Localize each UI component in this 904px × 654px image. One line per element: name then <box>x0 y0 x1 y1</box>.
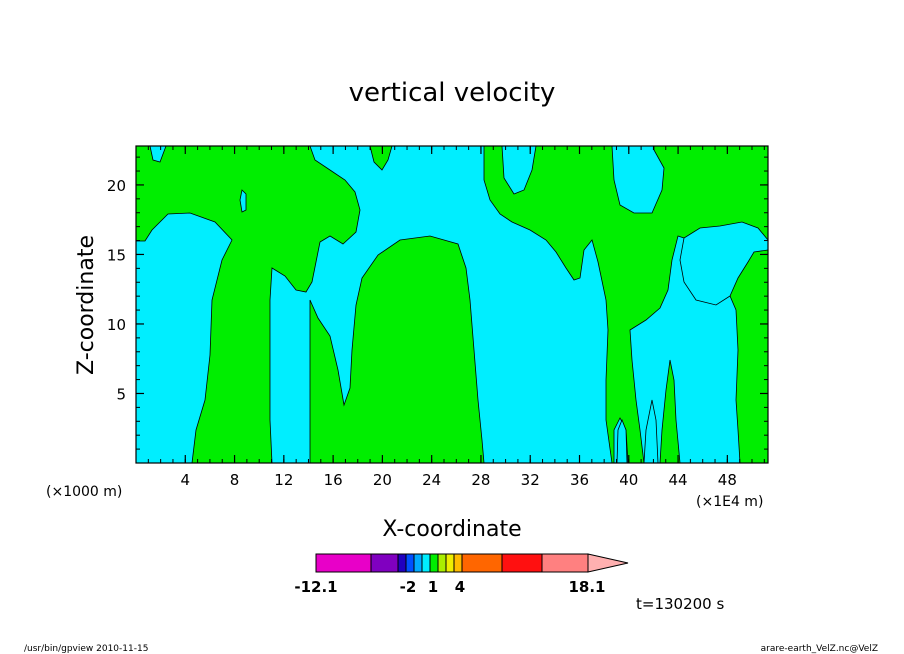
colorbar <box>315 553 629 573</box>
x-tick-label: 8 <box>230 471 240 489</box>
colorbar-label: -12.1 <box>294 578 337 596</box>
colorbar-segment <box>437 553 447 573</box>
positive-region <box>135 145 361 464</box>
negative-region <box>239 189 247 213</box>
colorbar-segment <box>413 553 423 573</box>
x-unit-right: (×1E4 m) <box>696 494 763 510</box>
colorbar-segment <box>397 553 407 573</box>
y-ticks: 5 10 15 20 <box>107 156 768 450</box>
x-tick-label: 44 <box>669 471 688 489</box>
colorbar-label: 1 <box>428 578 438 596</box>
x-tick-label: 32 <box>521 471 540 489</box>
y-axis-label: Z-coordinate <box>74 235 99 375</box>
y-tick-label: 5 <box>116 385 126 403</box>
positive-regions <box>135 145 769 464</box>
x-tick-label: 40 <box>619 471 638 489</box>
x-tick-label: 48 <box>718 471 737 489</box>
x-axis-label: X-coordinate <box>382 517 521 542</box>
x-tick-label: 16 <box>324 471 343 489</box>
y-tick-label: 15 <box>107 246 126 264</box>
positive-region <box>309 235 485 464</box>
positive-region <box>483 145 769 464</box>
colorbar-segment <box>445 553 455 573</box>
colorbar-segment <box>429 553 439 573</box>
colorbar-label: 4 <box>455 578 465 596</box>
x-tick-label: 36 <box>570 471 589 489</box>
plot-frame <box>135 145 769 464</box>
x-unit-left: (×1000 m) <box>46 484 122 500</box>
y-tick-label: 20 <box>107 177 126 195</box>
colorbar-arrow <box>587 553 629 573</box>
footer-left: /usr/bin/gpview 2010-11-15 <box>24 644 148 654</box>
colorbar-segment <box>501 553 543 573</box>
colorbar-labels: -12.1 -2 1 4 18.1 <box>294 578 605 596</box>
colorbar-segment <box>370 553 399 573</box>
positive-region <box>659 359 681 464</box>
colorbar-segment <box>541 553 589 573</box>
x-tick-label: 28 <box>471 471 490 489</box>
time-label: t=130200 s <box>636 595 724 613</box>
colorbar-label: -2 <box>400 578 417 596</box>
footer-right: arare-earth_VelZ.nc@VelZ <box>761 644 878 654</box>
chart-title: vertical velocity <box>349 78 556 108</box>
x-ticks: 4 8 12 16 20 24 28 32 36 40 44 48 <box>147 146 765 489</box>
x-tick-label: 24 <box>422 471 441 489</box>
colorbar-segment <box>405 553 415 573</box>
colorbar-segment <box>315 553 372 573</box>
y-tick-label: 10 <box>107 316 126 334</box>
colorbar-segment <box>453 553 463 573</box>
colorbar-segment <box>461 553 503 573</box>
x-tick-label: 4 <box>181 471 191 489</box>
colorbar-segment <box>421 553 431 573</box>
x-tick-label: 12 <box>274 471 293 489</box>
colorbar-label: 18.1 <box>568 578 605 596</box>
x-tick-label: 20 <box>373 471 392 489</box>
